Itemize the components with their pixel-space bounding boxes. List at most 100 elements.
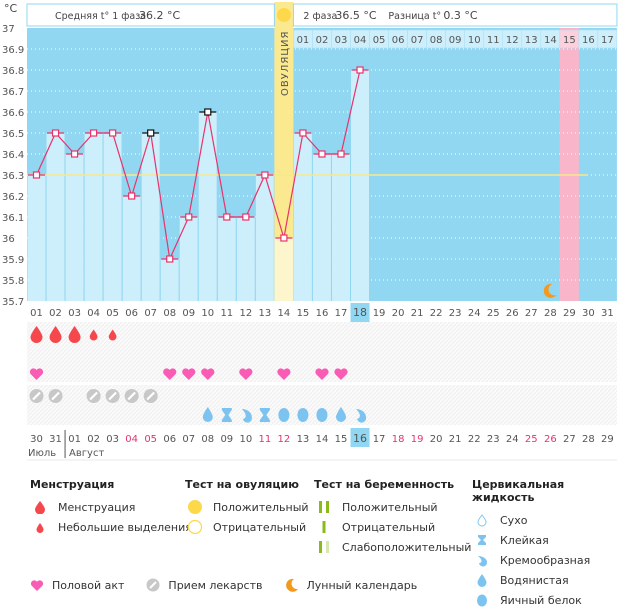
pill-stripe — [146, 391, 155, 401]
calendar-date: 29 — [601, 434, 614, 445]
temperature-point — [223, 213, 231, 221]
x-tick-label: 11 — [220, 308, 233, 319]
temperature-bar — [198, 112, 217, 301]
y-tick-label: 36.8 — [2, 66, 24, 77]
temperature-point — [356, 66, 364, 74]
phase2-day-label: 07 — [411, 35, 424, 46]
one-line-icon — [314, 520, 334, 534]
x-tick-label: 15 — [297, 308, 310, 319]
pill-stripe — [32, 391, 41, 401]
diff-value: 0.3 °C — [443, 9, 477, 22]
legend-item-moon: Лунный календарь — [285, 578, 417, 592]
today-highlight — [350, 428, 370, 447]
x-tick-label: 05 — [106, 308, 119, 319]
two-lines-icon — [314, 500, 334, 514]
temperature-bar — [46, 133, 65, 301]
legend-label: Половой акт — [52, 578, 125, 592]
calendar-date: 08 — [201, 434, 214, 445]
marker-row — [27, 385, 617, 405]
x-tick-label: 21 — [411, 308, 424, 319]
legend-item-positive: Положительный — [185, 497, 309, 517]
calendar-date: 17 — [373, 434, 386, 445]
temperature-point — [337, 150, 345, 158]
pill-stripe — [127, 391, 136, 401]
y-tick-label: 36.5 — [2, 129, 24, 140]
phase2-day-label: 01 — [297, 35, 310, 46]
moon-icon — [543, 283, 557, 298]
y-tick-label: 35.8 — [2, 276, 24, 287]
x-tick-label: 14 — [278, 308, 291, 319]
heart-icon — [182, 368, 196, 380]
legend-ovulation-test: Тест на овуляцию Положительный Отрицател… — [185, 478, 309, 537]
legend-label: Сухо — [500, 513, 528, 527]
x-tick-label: 24 — [468, 308, 481, 319]
calendar-weekend-date: 26 — [544, 434, 557, 445]
heart-icon — [29, 368, 44, 380]
x-tick-label: 17 — [335, 308, 348, 319]
heart-icon — [315, 368, 329, 380]
legend-menstruation: Менструация Менструация Небольшие выделе… — [30, 478, 192, 537]
y-tick-label: 36.9 — [2, 45, 24, 56]
legend-label: Менструация — [58, 500, 136, 514]
calendar-date: 30 — [30, 434, 43, 445]
legend-label: Отрицательный — [213, 520, 307, 534]
heart-icon — [30, 579, 44, 592]
x-tick-label: 03 — [68, 308, 81, 319]
x-tick-label: 16 — [316, 308, 329, 319]
legend-item-preg-negative: Отрицательный — [314, 517, 471, 537]
calendar-date: 21 — [449, 434, 462, 445]
legend-pregnancy-test: Тест на беременность Положительный Отриц… — [314, 478, 471, 557]
temperature-point — [242, 213, 250, 221]
x-tick-label: 23 — [449, 308, 462, 319]
x-tick-label: 28 — [544, 308, 557, 319]
pill-stripe — [89, 391, 98, 401]
temperature-point — [128, 192, 136, 200]
legend-label: Прием лекарств — [168, 578, 263, 592]
calendar-date: 13 — [297, 434, 310, 445]
y-tick-label: 35.9 — [2, 255, 24, 266]
calendar-date: 22 — [468, 434, 481, 445]
heart-icon — [163, 368, 177, 380]
phase2-day-label: 15 — [563, 35, 576, 46]
calendar-weekend-date: 05 — [144, 434, 157, 445]
y-tick-label: 36.6 — [2, 108, 24, 119]
phase2-day-label: 12 — [506, 35, 519, 46]
x-tick-label: 01 — [30, 308, 43, 319]
calendar-date: 15 — [335, 434, 348, 445]
legend-item-watery: Водянистая — [472, 570, 626, 590]
calendar-date: 16 — [353, 432, 367, 445]
month-prev-label: Июль — [28, 448, 56, 459]
phase2-header — [292, 3, 618, 27]
phase1-avg-value: 36.2 °C — [139, 9, 180, 22]
calendar-date: 23 — [487, 434, 500, 445]
legend-label: Слабоположительный — [342, 540, 472, 554]
phase2-day-label: 08 — [430, 35, 443, 46]
phase2-day-cell — [597, 29, 618, 49]
x-tick-label: 22 — [430, 308, 443, 319]
phase2-day-label: 09 — [449, 35, 462, 46]
phase2-day-label: 17 — [601, 35, 614, 46]
calendar-date: 28 — [582, 434, 595, 445]
y-tick-label: 35.7 — [2, 297, 24, 308]
calendar-weekend-date: 12 — [278, 434, 291, 445]
temperature-point — [147, 129, 155, 137]
diff-label: Разница t° — [388, 11, 441, 22]
calendar-date: 07 — [182, 434, 195, 445]
calendar-date: 02 — [87, 434, 100, 445]
calendar-date: 14 — [316, 434, 329, 445]
sun-outline-icon — [185, 519, 205, 535]
legend-label: Положительный — [213, 500, 309, 514]
temperature-bar — [160, 259, 179, 301]
egg-white-icon — [297, 408, 309, 422]
calendar-date: 06 — [163, 434, 176, 445]
legend-label: Яичный белок — [500, 593, 582, 607]
calendar-date: 31 — [49, 434, 62, 445]
temperature-bar — [27, 175, 46, 301]
phase2-day-label: 03 — [335, 35, 348, 46]
legend-item-preg-faint: Слабоположительный — [314, 537, 471, 557]
x-tick-label: 09 — [182, 308, 195, 319]
x-tick-label: 19 — [373, 308, 386, 319]
y-tick-label: 37 — [2, 24, 15, 35]
calendar-weekend-date: 18 — [392, 434, 405, 445]
blood-drop-icon — [68, 326, 81, 343]
